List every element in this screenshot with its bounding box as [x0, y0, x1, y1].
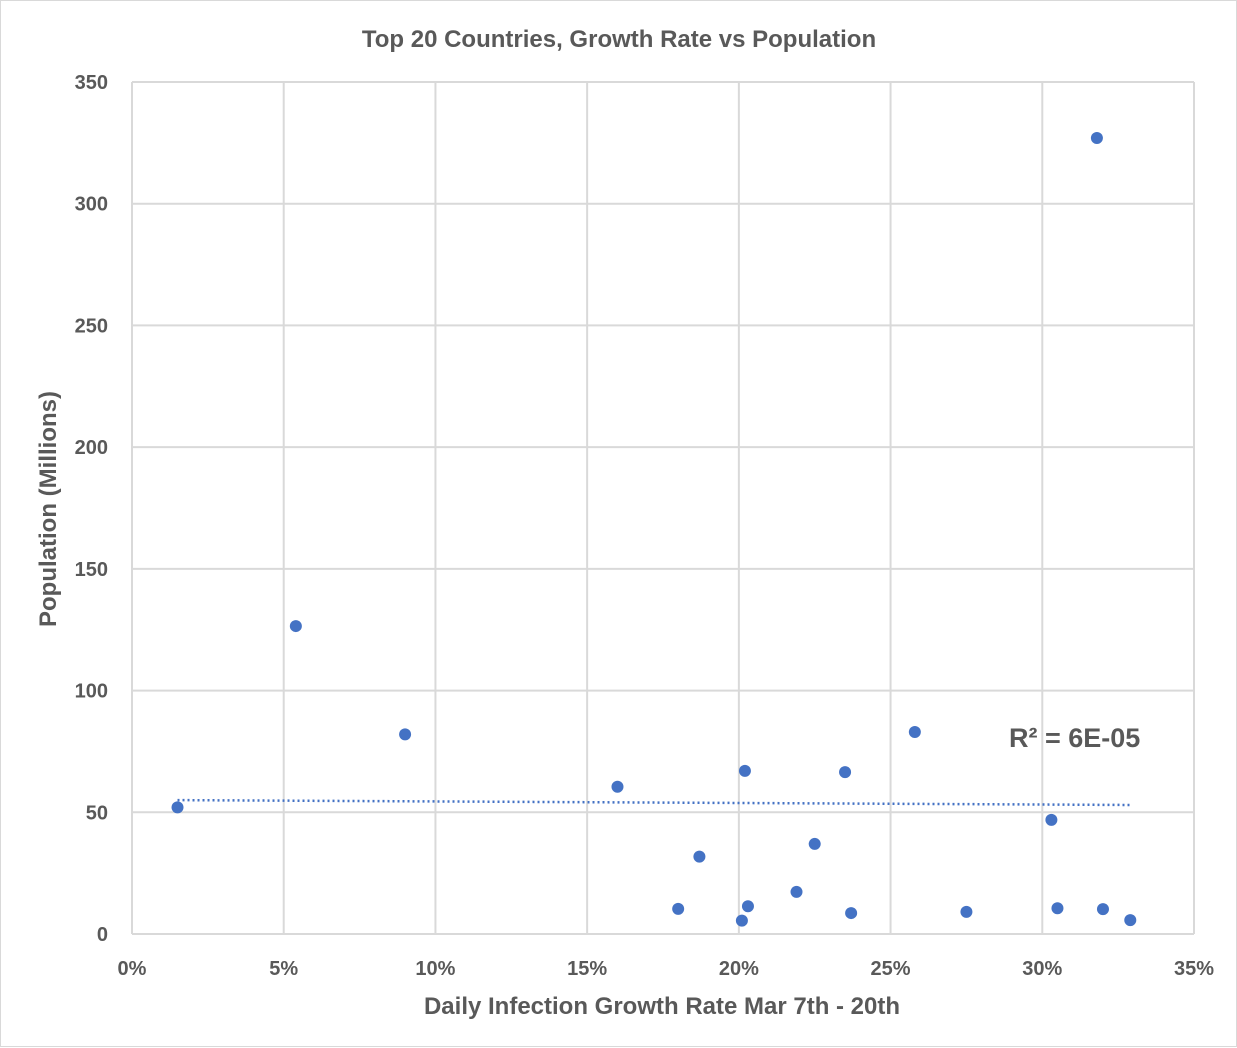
y-tick-label: 250	[75, 315, 108, 337]
gridlines	[131, 81, 1195, 935]
data-point	[1045, 813, 1058, 826]
x-tick-label: 15%	[567, 958, 607, 980]
x-tick-label: 5%	[269, 958, 298, 980]
y-tick-label: 50	[86, 802, 108, 824]
chart-title: Top 20 Countries, Growth Rate vs Populat…	[362, 26, 876, 53]
x-axis-title: Daily Infection Growth Rate Mar 7th - 20…	[424, 993, 900, 1020]
y-tick-label: 100	[75, 681, 108, 703]
data-point	[735, 914, 748, 927]
x-tick-label: 20%	[719, 958, 759, 980]
y-tick-label: 350	[75, 72, 108, 94]
trendline-layer	[177, 798, 1131, 807]
y-tick-label: 200	[75, 437, 108, 459]
data-point	[693, 850, 706, 863]
x-tick-label: 10%	[415, 958, 455, 980]
data-point	[845, 907, 858, 920]
data-point	[738, 764, 751, 777]
x-tick-label: 35%	[1174, 958, 1214, 980]
data-point	[908, 725, 921, 738]
x-tick-label: 0%	[118, 958, 147, 980]
data-point	[171, 801, 184, 814]
data-point	[1096, 903, 1109, 916]
data-point	[808, 837, 821, 850]
r-squared-annotation: R² = 6E-05	[1009, 723, 1140, 753]
y-tick-label: 300	[75, 194, 108, 216]
data-point	[790, 885, 803, 898]
x-tick-label: 30%	[1022, 958, 1062, 980]
linear-trendline	[177, 798, 1131, 807]
data-point	[1090, 131, 1103, 144]
data-point	[672, 902, 685, 915]
data-point	[960, 905, 973, 918]
data-point	[741, 900, 754, 913]
data-point	[399, 728, 412, 741]
data-point	[289, 620, 302, 633]
data-point	[839, 766, 852, 779]
data-point	[611, 780, 624, 793]
y-axis-title: Population (Millions)	[35, 391, 62, 627]
data-points	[171, 131, 1137, 927]
tick-labels: 0% 5% 10% 15% 20% 25% 30% 35% 0 50 100 150 200 250 300…	[75, 72, 1215, 980]
data-point	[1124, 914, 1137, 927]
y-tick-label: 0	[97, 924, 108, 946]
x-tick-label: 25%	[871, 958, 911, 980]
data-point	[1051, 902, 1064, 915]
y-tick-label: 150	[75, 559, 108, 581]
